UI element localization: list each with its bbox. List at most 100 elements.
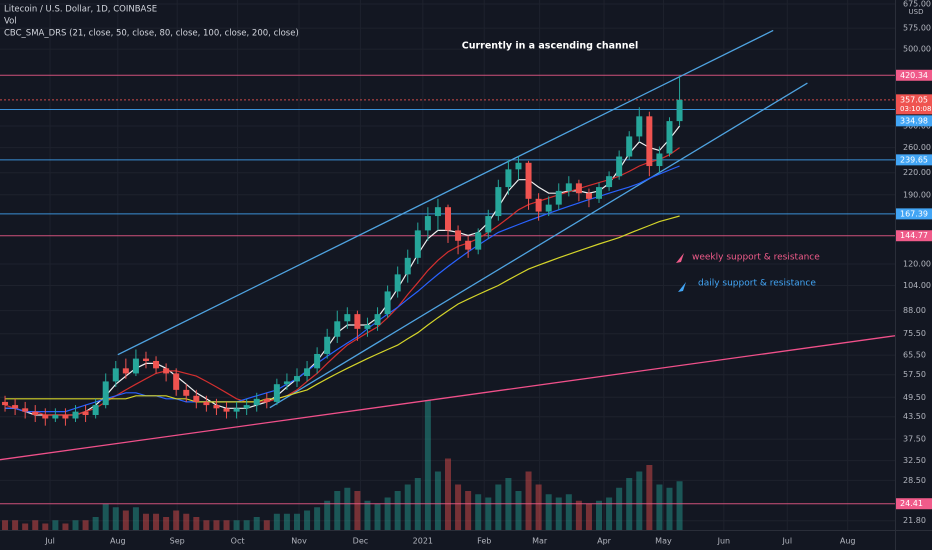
candle-body [293,376,300,382]
volume-bar [535,484,542,530]
candle-body [505,169,512,188]
candle-body [354,314,361,329]
volume-bar [283,513,290,530]
candle-body [112,368,119,382]
volume-bar [32,520,39,530]
candle-body [404,257,411,275]
volume-bar [92,517,99,530]
level-label: 167.39 [900,209,928,218]
candle-body [273,384,280,402]
candle-body [565,183,572,191]
level-label: 144.77 [900,231,928,240]
candle-body [52,415,59,419]
volume-bar [515,491,522,530]
candle-body [233,408,240,412]
daily-annotation: daily support & resistance [698,279,816,289]
volume-bar [223,520,230,530]
candle-body [515,162,522,170]
x-tick-label: Nov [291,537,307,546]
volume-label: Vol [4,17,17,27]
candle-body [92,405,99,416]
candle-body [153,360,160,369]
volume-bar [666,487,673,530]
candle-body [213,405,220,409]
y-tick-label: 37.50 [903,435,926,444]
volume-bar [213,520,220,530]
volume-bar [616,487,623,530]
candle-body [575,183,582,194]
volume-bar [575,500,582,530]
moving-average [5,215,680,403]
candle-body [183,389,190,396]
level-label: 357.05 [900,95,928,104]
weekly-arrow [676,253,684,263]
volume-bar [676,481,683,530]
candle-body [163,368,170,374]
symbol-title: Litecoin / U.S. Dollar, 1D, COINBASE [4,5,157,15]
level-label: 24.41 [900,499,923,508]
candle-body [545,204,552,212]
trend-line [0,335,896,461]
y-tick-label: 28.50 [903,476,926,485]
level-label-box [896,115,932,127]
candle-body [455,230,462,241]
y-tick-label: 500.00 [903,45,931,54]
candle-body [223,408,230,412]
volume-bar [475,494,482,530]
y-tick-label: 32.50 [903,456,926,465]
candle-body [344,314,351,322]
candle-body [364,325,371,329]
volume-bar [42,523,49,530]
volume-bar [545,494,552,530]
volume-bar [273,513,280,530]
x-tick-label: Apr [597,537,612,546]
level-label-box [896,208,932,220]
candle-body [263,398,270,402]
candle-body [72,411,79,419]
x-tick-label: Feb [477,537,491,546]
y-tick-label: 75.50 [903,329,926,338]
candle-body [374,314,381,326]
volume-bar [12,520,19,530]
volume-bar [153,513,160,530]
y-tick-label: 220.00 [903,168,931,177]
volume-bar [233,520,240,530]
volume-bar [193,517,200,530]
volume-bar [163,517,170,530]
volume-bar [555,497,562,530]
volume-bar [656,484,663,530]
candle-body [142,358,149,361]
candle-body [555,190,562,205]
x-tick-label: Jun [717,537,731,546]
trend-line [117,29,774,356]
volume-bar [445,458,452,530]
x-tick-label: Aug [110,537,126,546]
volume-bar [183,513,190,530]
y-tick-label: 88.00 [903,306,926,315]
currency-label: USD [909,8,924,16]
candle-body [646,116,653,167]
volume-bar [394,491,401,530]
countdown-label: 03:10:08 [900,105,931,113]
candle-body [525,162,532,199]
candle-body [676,99,683,122]
volume-bar [455,484,462,530]
candle-body [424,216,431,231]
y-tick-label: 49.50 [903,393,926,402]
candle-body [666,121,673,154]
candle-body [334,321,341,337]
y-tick-label: 43.50 [903,412,926,421]
y-tick-label: 65.50 [903,351,926,360]
channel-annotation: Currently in a ascending channel [462,41,639,52]
level-label-box [896,498,932,510]
level-label: 239.65 [900,155,928,164]
volume-bar [253,517,260,530]
volume-bar [585,504,592,530]
volume-bar [364,500,371,530]
volume-bar [495,484,502,530]
volume-bar [485,497,492,530]
moving-average [5,165,680,413]
candle-body [243,405,250,409]
